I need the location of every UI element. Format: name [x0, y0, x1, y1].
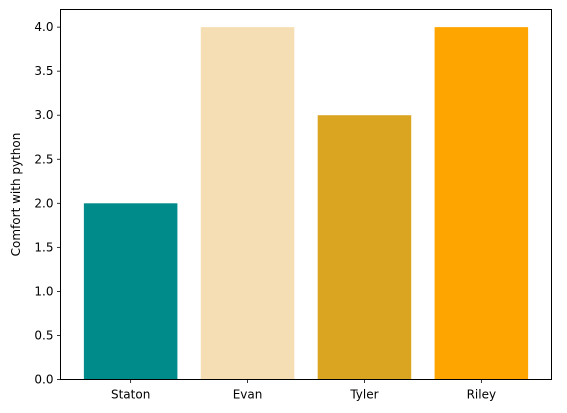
y-tick-label: 3.0 — [34, 108, 53, 122]
y-tick-label: 1.0 — [34, 284, 53, 298]
bars-group — [83, 27, 529, 380]
y-tick-label: 0.5 — [34, 328, 53, 342]
x-axis-ticks: Staton Evan Tyler Riley — [111, 379, 497, 402]
x-tick-label: Staton — [111, 388, 150, 402]
x-tick-label: Riley — [467, 388, 497, 402]
y-tick-label: 2.5 — [34, 152, 53, 166]
bar-tyler — [317, 115, 412, 380]
y-tick-label: 0.0 — [34, 373, 53, 387]
y-tick-label: 1.5 — [34, 240, 53, 254]
x-tick-label: Tyler — [349, 388, 378, 402]
x-tick-label: Evan — [233, 388, 263, 402]
bar-evan — [200, 27, 295, 380]
y-tick-label: 3.5 — [34, 64, 53, 78]
bar-staton — [83, 203, 178, 380]
bar-riley — [434, 27, 529, 380]
y-tick-label: 2.0 — [34, 196, 53, 210]
y-axis-ticks: 0.0 0.5 1.0 1.5 2.0 2.5 3.0 3.5 4.0 — [34, 20, 61, 387]
y-tick-label: 4.0 — [34, 20, 53, 34]
y-axis-label: Comfort with python — [9, 133, 23, 257]
plot-frame — [60, 9, 552, 380]
